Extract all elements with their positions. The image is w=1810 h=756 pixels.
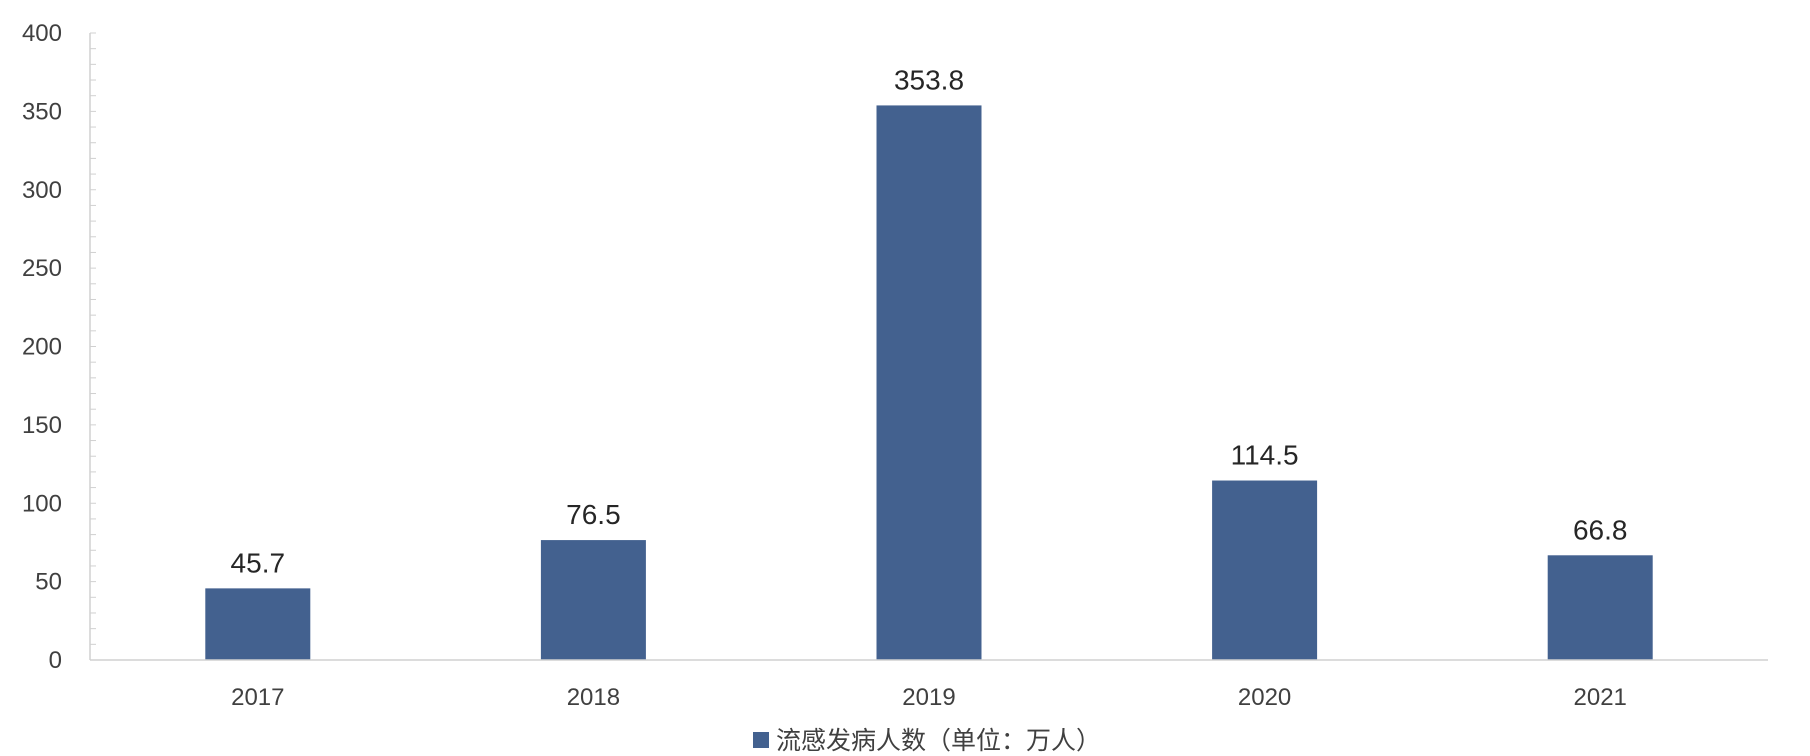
data-label-2018: 76.5: [566, 499, 621, 530]
y-axis-tick-labels: 0 50 100 150 200 250 300 350 400: [22, 20, 62, 674]
x-tick-label-2018: 2018: [567, 684, 620, 711]
y-tick-label: 300: [22, 177, 62, 204]
x-axis-tick-labels: 2017 2018 2019 2020 2021: [231, 684, 1627, 711]
bar-2020: [1212, 480, 1318, 660]
bar-2017: [205, 588, 311, 660]
legend-swatch: [753, 732, 769, 748]
data-label-2019: 353.8: [894, 64, 964, 95]
data-labels: 45.7 76.5 353.8 114.5 66.8: [231, 64, 1628, 578]
x-tick-label-2019: 2019: [902, 684, 955, 711]
x-tick-label-2020: 2020: [1238, 684, 1291, 711]
bar-2018: [540, 540, 646, 660]
y-tick-label: 100: [22, 490, 62, 517]
bars: [205, 105, 1653, 660]
y-tick-label: 200: [22, 334, 62, 361]
y-tick-label: 150: [22, 412, 62, 439]
legend: 流感发病人数（单位：万人）: [753, 726, 1101, 755]
data-label-2020: 114.5: [1231, 440, 1299, 471]
y-tick-label: 50: [35, 569, 62, 596]
x-tick-label-2021: 2021: [1574, 684, 1627, 711]
x-tick-label-2017: 2017: [231, 684, 284, 711]
legend-label: 流感发病人数（单位：万人）: [776, 726, 1101, 755]
data-label-2017: 45.7: [231, 547, 286, 578]
y-tick-label: 250: [22, 255, 62, 282]
y-tick-label: 400: [22, 20, 62, 47]
y-axis-minor-ticks: [90, 32, 96, 661]
data-label-2021: 66.8: [1573, 514, 1628, 545]
y-tick-label: 350: [22, 98, 62, 125]
bar-2021: [1547, 555, 1653, 660]
y-tick-label: 0: [49, 647, 62, 674]
bar-2019: [876, 105, 982, 660]
